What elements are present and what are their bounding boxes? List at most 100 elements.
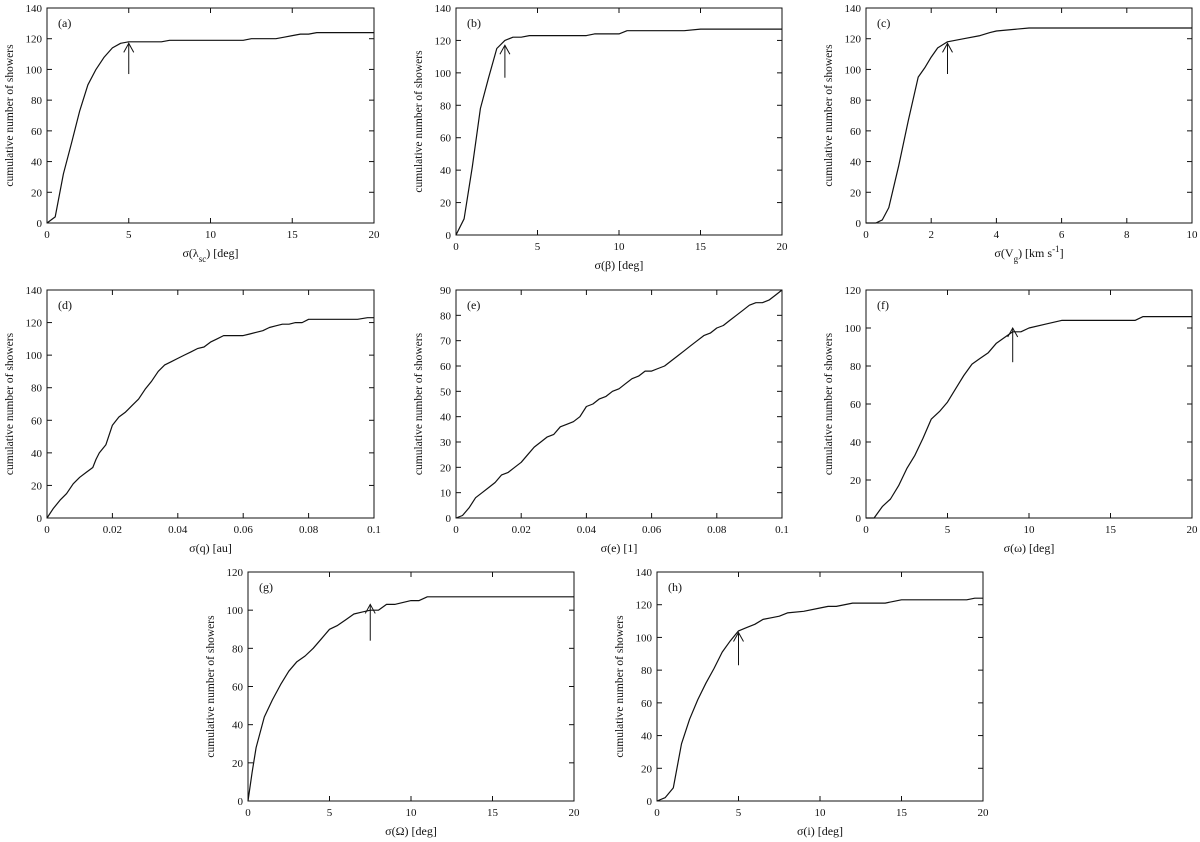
y-tick-label: 20 — [232, 758, 244, 770]
x-axis-label: σ(q) [au] — [189, 541, 232, 555]
y-tick-label: 10 — [440, 488, 452, 500]
y-tick-label: 80 — [232, 643, 244, 655]
chart-panel-8: 0 5 10 15 20 0 20 40 60 80 100 120 140 (h) cumulative … — [614, 567, 989, 838]
y-tick-label: 80 — [850, 95, 862, 107]
y-tick-label: 40 — [850, 157, 862, 169]
y-tick-label: 40 — [850, 437, 862, 449]
y-tick-label: 60 — [850, 399, 862, 411]
x-tick-label: 0 — [44, 524, 50, 536]
y-tick-label: 20 — [641, 763, 653, 775]
panel-label: (g) — [259, 580, 273, 594]
y-tick-label: 80 — [850, 361, 862, 373]
y-tick-label: 40 — [232, 720, 244, 732]
y-axis-label: cumulative number of showers — [4, 44, 16, 187]
cumulative-curve — [247, 596, 574, 802]
chart-panel-6: 0 5 10 15 20 0 20 40 60 80 100 120 (f) cumulative num… — [823, 285, 1198, 555]
y-tick-label: 60 — [641, 698, 653, 710]
cumulative-curve — [656, 597, 983, 802]
x-axis-label: σ(λsc) [deg] — [182, 246, 238, 264]
x-tick-label: 15 — [1105, 524, 1117, 536]
cumulative-curve — [46, 317, 374, 519]
x-tick-label: 0 — [863, 229, 869, 241]
cumulative-curve — [866, 316, 1192, 519]
x-axis-label: σ(ω) [deg] — [1004, 541, 1055, 555]
y-tick-label: 0 — [446, 230, 452, 242]
y-tick-label: 50 — [440, 386, 452, 398]
x-axis-label: σ(Vg) [km s-1] — [994, 244, 1063, 264]
y-tick-label: 60 — [31, 126, 43, 138]
y-tick-label: 60 — [232, 682, 244, 694]
y-tick-label: 80 — [440, 310, 452, 322]
y-tick-label: 120 — [845, 34, 862, 46]
panel-label: (f) — [877, 298, 889, 312]
plot-frame — [656, 571, 984, 802]
x-tick-label: 0.06 — [642, 524, 662, 536]
x-tick-label: 20 — [777, 241, 789, 253]
y-tick-label: 120 — [845, 285, 862, 297]
panel-label: (d) — [58, 298, 72, 312]
y-axis-label: cumulative number of showers — [823, 44, 835, 187]
y-tick-label: 120 — [636, 600, 653, 612]
y-tick-label: 20 — [440, 462, 452, 474]
threshold-arrow — [499, 44, 511, 78]
x-tick-label: 0.02 — [103, 524, 122, 536]
x-axis-label: σ(Ω) [deg] — [385, 824, 437, 838]
x-axis-label: σ(e) [1] — [601, 541, 638, 555]
y-tick-label: 0 — [856, 513, 862, 525]
x-tick-label: 0 — [245, 807, 251, 819]
panel-label: (a) — [58, 16, 71, 30]
x-tick-label: 15 — [287, 229, 299, 241]
plot-frame — [247, 571, 575, 802]
y-axis-label: cumulative number of showers — [205, 615, 217, 758]
y-tick-label: 100 — [26, 350, 43, 362]
y-tick-label: 100 — [227, 605, 244, 617]
plot-frame — [865, 289, 1193, 519]
panel-label: (h) — [668, 580, 682, 594]
y-tick-label: 40 — [641, 731, 653, 743]
threshold-arrow — [1007, 326, 1019, 363]
y-tick-label: 40 — [31, 157, 43, 169]
cumulative-curve — [46, 31, 374, 224]
y-tick-label: 140 — [845, 3, 862, 15]
x-axis-label: σ(i) [deg] — [797, 824, 843, 838]
y-tick-label: 100 — [435, 68, 452, 80]
x-tick-label: 2 — [928, 229, 934, 241]
x-tick-label: 5 — [736, 807, 742, 819]
y-tick-label: 20 — [31, 480, 43, 492]
chart-panel-4: 0 0.02 0.04 0.06 0.08 0.1 0 20 40 60 80 100 120 140 (d… — [4, 285, 381, 555]
y-tick-label: 20 — [440, 198, 452, 210]
y-tick-label: 140 — [26, 285, 43, 297]
x-tick-label: 5 — [327, 807, 333, 819]
x-tick-label: 15 — [695, 241, 707, 253]
y-tick-label: 80 — [641, 665, 653, 677]
y-tick-label: 70 — [440, 336, 452, 348]
x-tick-label: 0.1 — [775, 524, 789, 536]
y-tick-label: 0 — [37, 513, 43, 525]
y-tick-label: 20 — [850, 475, 862, 487]
x-tick-label: 5 — [945, 524, 951, 536]
x-tick-label: 0.08 — [707, 524, 727, 536]
y-tick-label: 20 — [850, 187, 862, 199]
plot-frame — [455, 289, 783, 519]
y-tick-label: 80 — [31, 95, 43, 107]
y-tick-label: 0 — [446, 513, 452, 525]
x-tick-label: 15 — [896, 807, 908, 819]
x-tick-label: 10 — [205, 229, 217, 241]
x-tick-label: 0.1 — [367, 524, 381, 536]
x-tick-label: 4 — [994, 229, 1000, 241]
y-axis-label: cumulative number of showers — [614, 615, 626, 758]
threshold-arrow — [942, 42, 953, 75]
y-tick-label: 140 — [636, 567, 653, 579]
y-tick-label: 140 — [435, 3, 452, 15]
y-axis-label: cumulative number of showers — [413, 50, 425, 193]
threshold-arrow — [733, 631, 744, 666]
x-tick-label: 0.04 — [168, 524, 188, 536]
cumulative-curve — [866, 27, 1192, 224]
x-tick-label: 10 — [614, 241, 626, 253]
x-tick-label: 0 — [453, 524, 459, 536]
y-tick-label: 0 — [647, 796, 653, 808]
chart-panel-5: 0 0.02 0.04 0.06 0.08 0.1 0 10 20 30 40 50 60 70 80 90 (… — [413, 285, 789, 555]
cumulative-curve — [455, 289, 783, 519]
y-tick-label: 60 — [850, 126, 862, 138]
